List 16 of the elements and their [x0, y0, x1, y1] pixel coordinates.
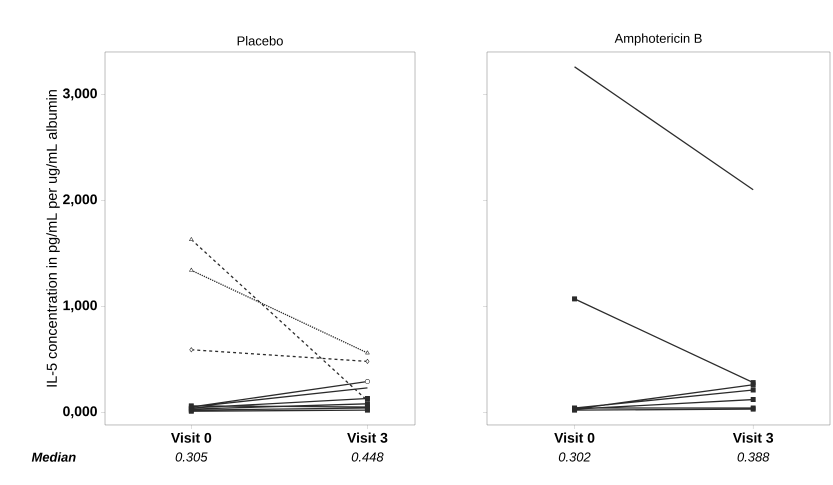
x-tick-label: Visit 0: [170, 432, 212, 443]
text: 0.302: [558, 452, 591, 462]
y-tick-label: 3,000: [62, 88, 97, 100]
chart-title: Amphotericin B: [614, 33, 702, 46]
x-tick-label: Visit 0: [554, 432, 594, 443]
y-tick-label: 2,000: [63, 194, 97, 206]
text: 0.388: [738, 452, 770, 462]
text: 0.305: [176, 452, 208, 462]
y-tick-label: 0,000: [63, 406, 97, 418]
y-axis-title: IL-5 concentration in pg/mL per ug/mL albumin: [46, 90, 60, 387]
text: Median: [32, 452, 76, 462]
text: 0.448: [352, 452, 384, 462]
x-tick-label: Visit 3: [347, 432, 388, 443]
x-tick-label: Visit 3: [732, 432, 774, 443]
chart-title: Placebo: [238, 36, 283, 46]
y-tick-label: 1,000: [63, 300, 97, 312]
